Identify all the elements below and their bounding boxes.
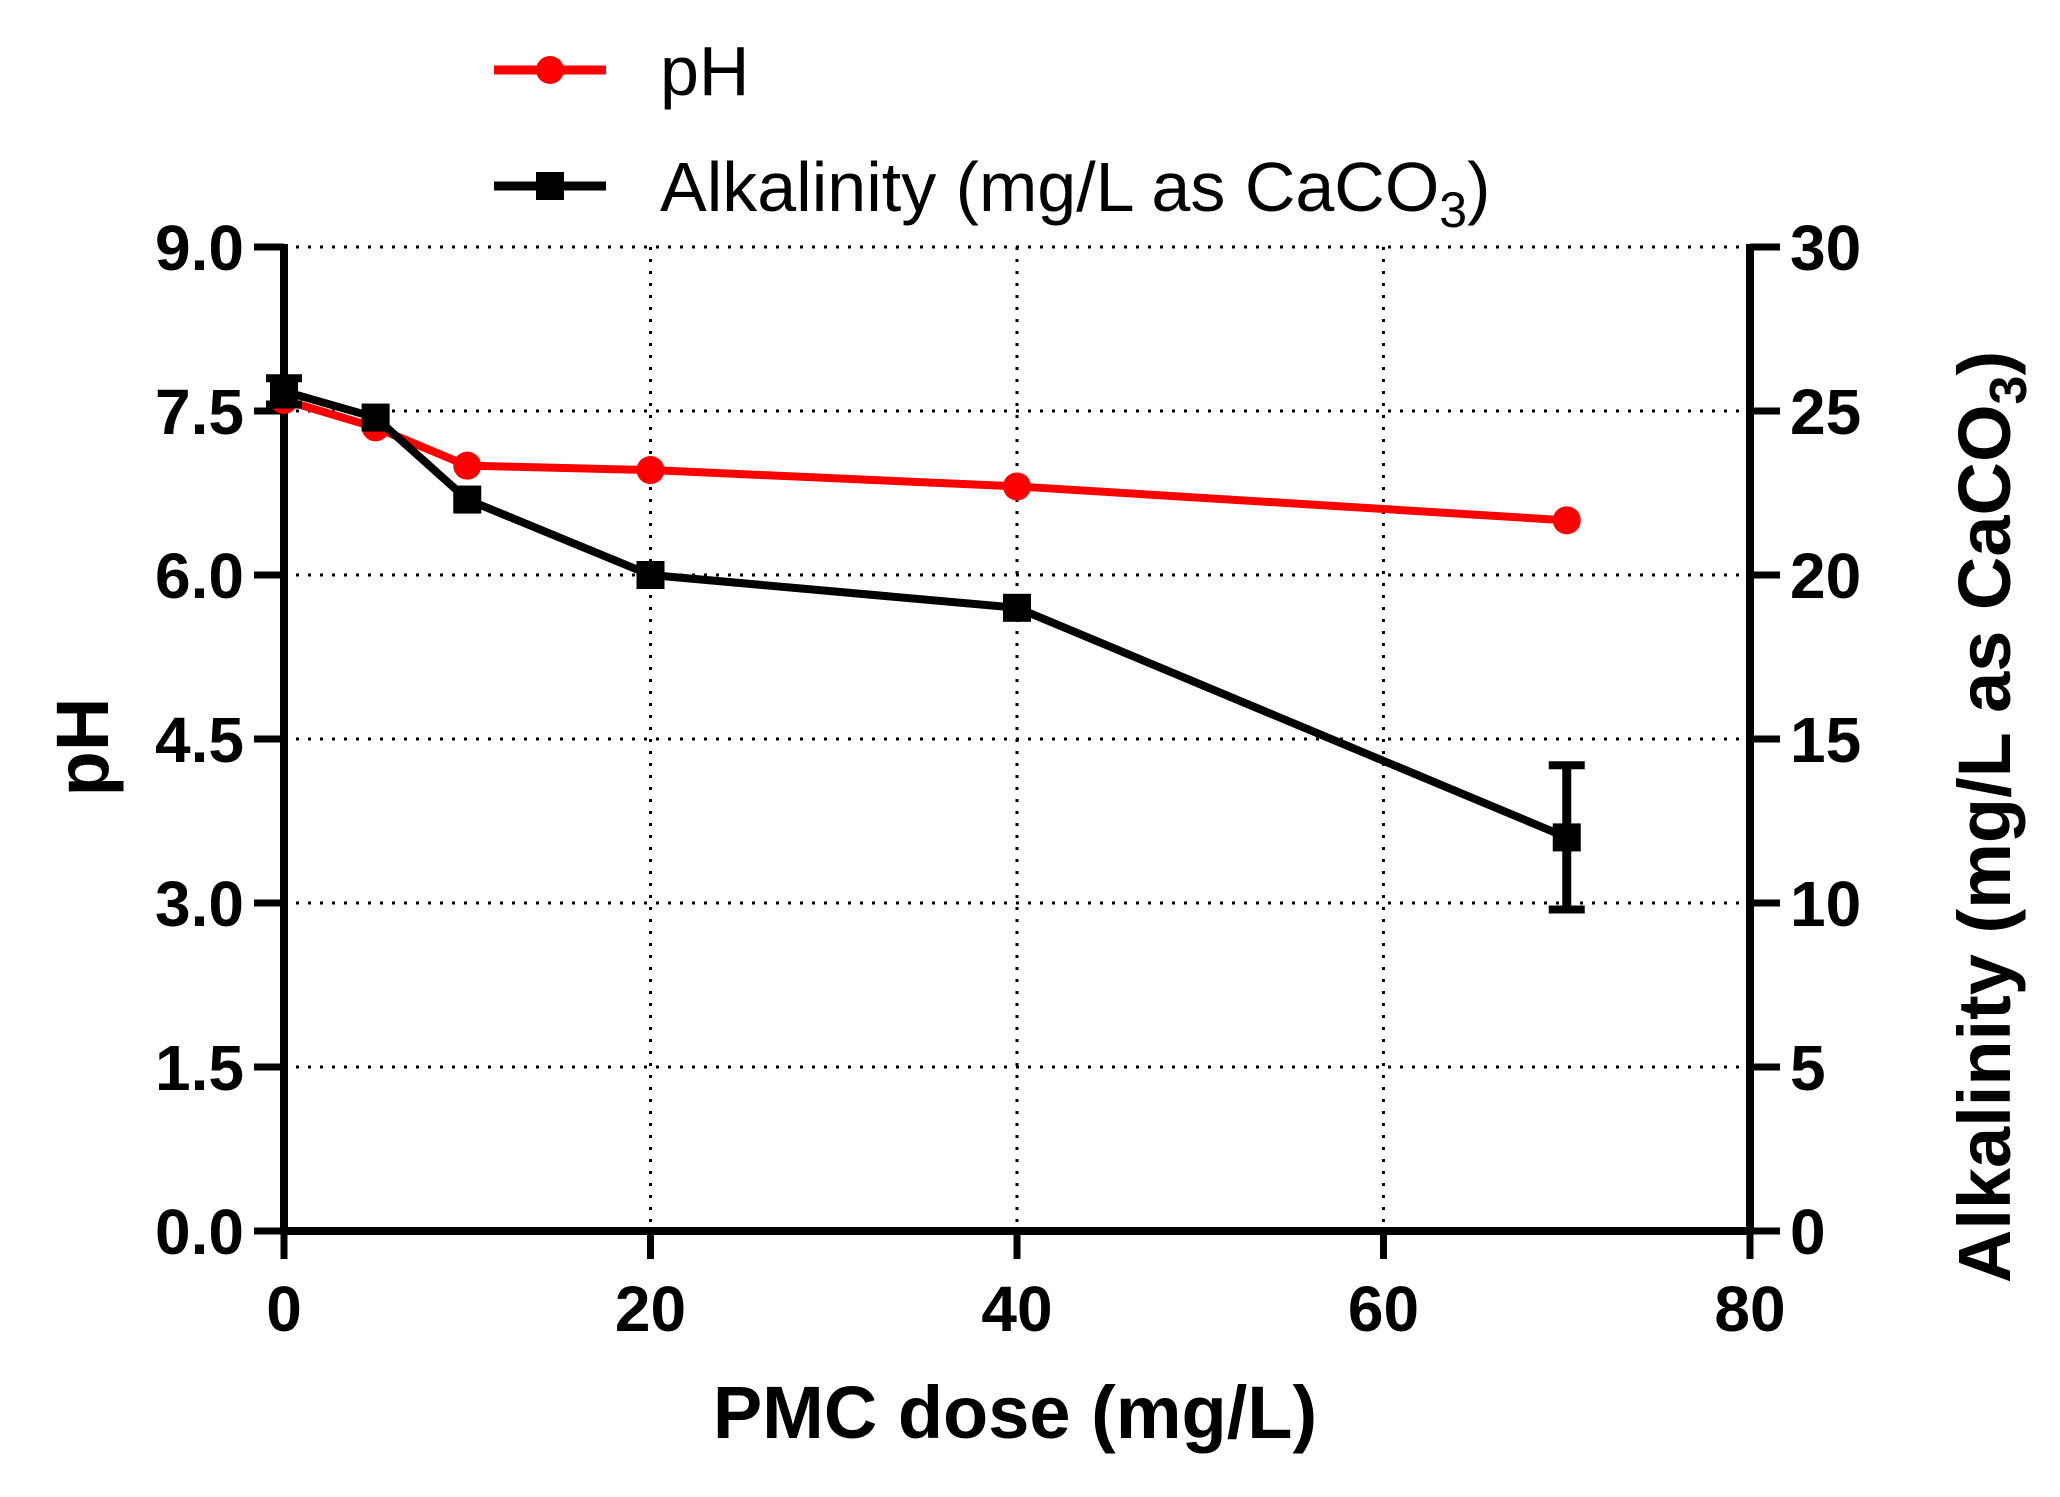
- x-tick-label: 80: [1714, 1273, 1785, 1345]
- subscript: 3: [1439, 182, 1467, 238]
- legend: pH Alkalinity (mg/L as CaCO3): [494, 32, 1490, 238]
- y2-tick-label: 5: [1790, 1032, 1826, 1104]
- y-tick-label: 7.5: [155, 376, 244, 448]
- y2-tick-label: 15: [1790, 704, 1861, 776]
- series-line-0: [282, 396, 1567, 525]
- y2-tick-label: 10: [1790, 868, 1861, 940]
- axis-titles: PMC dose (mg/L) pH Alkalinity (mg/L as C…: [41, 351, 2038, 1454]
- subscript: 3: [1980, 376, 2038, 405]
- y2-tick-label: 30: [1790, 212, 1861, 284]
- y-tick-label: 6.0: [155, 540, 244, 612]
- y-tick-label: 0.0: [155, 1196, 244, 1268]
- text-tail: ): [1943, 351, 2026, 376]
- y-tick-label: 3.0: [155, 868, 244, 940]
- data-point-square: [1003, 593, 1031, 622]
- legend-label-0: pH: [660, 32, 749, 110]
- y2-tick-label: 0: [1790, 1196, 1826, 1268]
- data-point-square: [361, 403, 390, 432]
- x-tick-label: 0: [266, 1273, 302, 1345]
- y2-tick-label: 20: [1790, 540, 1861, 612]
- data-point-circle: [1003, 472, 1031, 501]
- y-tick-label: 9.0: [155, 212, 244, 284]
- data-point-square: [453, 485, 482, 514]
- data-point-circle: [636, 456, 665, 485]
- y-tick-label: 1.5: [155, 1032, 244, 1104]
- data-point-square: [636, 561, 665, 589]
- text-tail: ): [1467, 148, 1490, 226]
- series-line-1: [282, 387, 1569, 842]
- legend-marker-square: [536, 172, 564, 200]
- x-tick-label: 60: [1348, 1273, 1419, 1345]
- y-axis-title: pH: [41, 698, 124, 797]
- y-tick-label: 4.5: [155, 704, 244, 776]
- y2-axis-title: Alkalinity (mg/L as CaCO3): [1943, 351, 2038, 1283]
- data-series: [266, 374, 1585, 914]
- legend-marker-circle: [536, 56, 564, 84]
- data-point-circle: [1552, 506, 1581, 535]
- legend-label-1: Alkalinity (mg/L as CaCO3): [660, 148, 1490, 238]
- x-axis-title: PMC dose (mg/L): [713, 1371, 1317, 1454]
- x-tick-label: 40: [981, 1273, 1052, 1345]
- data-point-circle: [453, 451, 482, 480]
- data-point-square: [1552, 823, 1581, 852]
- data-point-square: [270, 377, 298, 406]
- x-tick-label: 20: [615, 1273, 686, 1345]
- axes: 0.0 1.5 3.0 4.5 6.0 7.5 9.0 0 5 10 15 20 25 30 0 20 40 60…: [155, 212, 1861, 1345]
- grid-lines: [284, 245, 1750, 1231]
- y2-tick-label: 25: [1790, 376, 1861, 448]
